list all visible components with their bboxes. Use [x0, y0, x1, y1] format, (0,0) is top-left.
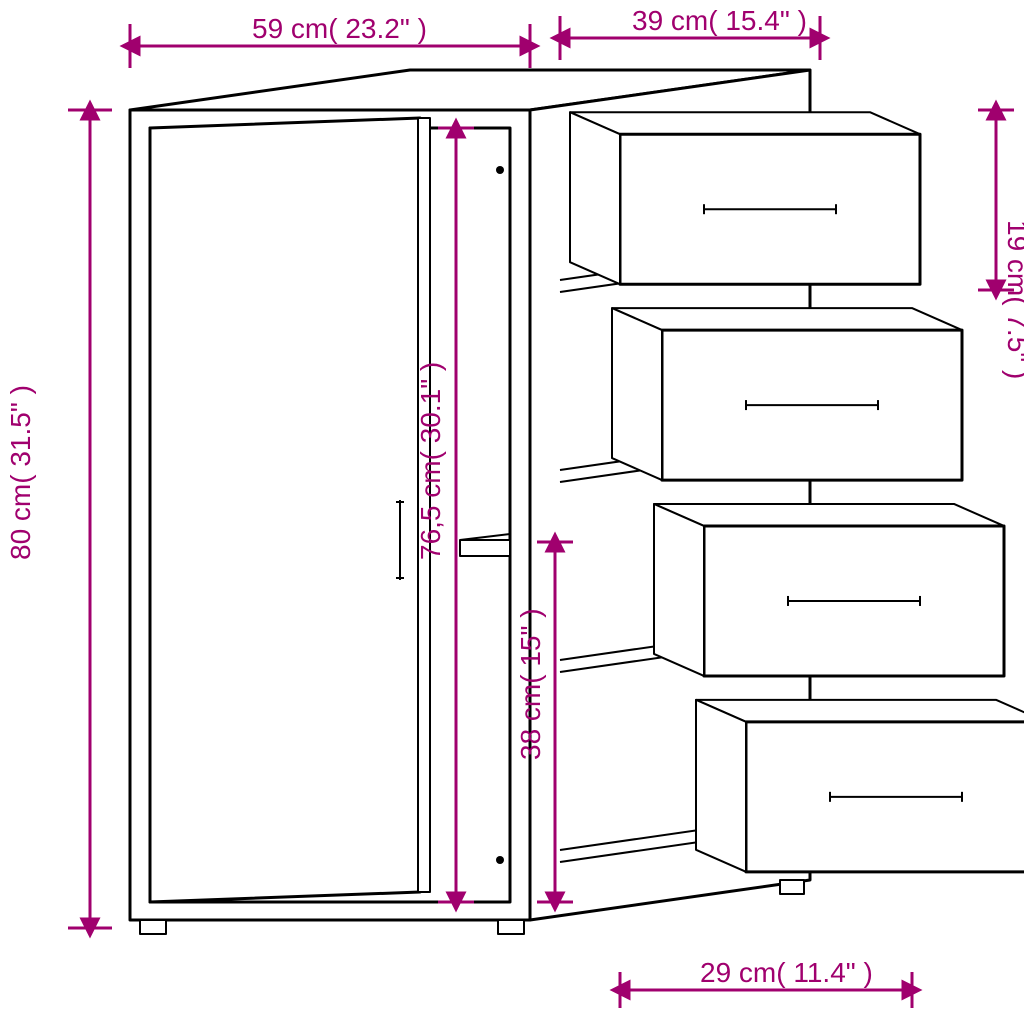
dim-label-depth: 39 cm( 15.4" ) [632, 5, 807, 36]
foot [780, 880, 804, 894]
dim-label-drawer_h: 19 cm( 7.5" ) [1002, 220, 1024, 379]
foot [140, 920, 166, 934]
dim-label-height: 80 cm( 31.5" ) [5, 385, 36, 560]
dim-label-door_height: 76,5 cm( 30.1" ) [415, 362, 446, 560]
hinge [496, 856, 504, 864]
dimension-diagram: 59 cm( 23.2" ) 39 cm( 15.4" ) 80 cm( 31.5"… [0, 0, 1024, 1024]
hinge [496, 166, 504, 174]
foot [498, 920, 524, 934]
dim-label-shelf_height: 38 cm( 15" ) [515, 608, 546, 760]
dim-label-drawer_w: 29 cm( 11.4" ) [700, 957, 873, 988]
dim-label-width: 59 cm( 23.2" ) [252, 13, 427, 44]
door [150, 118, 430, 902]
shelf-edge [460, 540, 510, 556]
